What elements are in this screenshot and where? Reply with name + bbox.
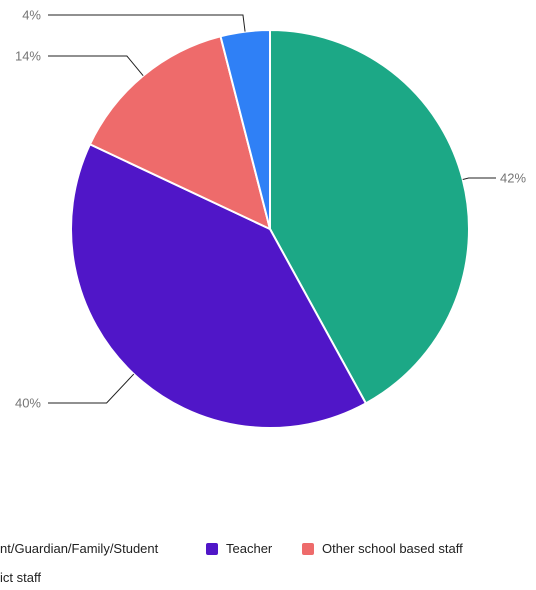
label-leader-lines bbox=[48, 14, 496, 404]
pie-slice-district-staff bbox=[219, 28, 271, 230]
legend-item-1[interactable]: Teacher bbox=[206, 541, 273, 556]
legend-label: Teacher bbox=[226, 541, 273, 556]
legend-item-3[interactable]: ict staff bbox=[0, 570, 41, 585]
percent-label-district-staff: 4% bbox=[22, 8, 41, 23]
legend: nt/Guardian/Family/Student Teacher Other s… bbox=[0, 541, 463, 585]
pie-slice-teacher bbox=[70, 142, 368, 429]
pie-slices bbox=[70, 28, 470, 429]
pie-slice-parent-guardian-family-student bbox=[269, 28, 470, 405]
leader-line-other-school-based-staff bbox=[48, 55, 144, 76]
leader-line-district-staff bbox=[48, 14, 246, 32]
legend-label: Other school based staff bbox=[322, 541, 463, 556]
percent-label-parent-guardian-family-student: 42% bbox=[500, 171, 526, 186]
legend-label: ict staff bbox=[0, 570, 41, 585]
percent-label-teacher: 40% bbox=[15, 396, 41, 411]
legend-item-0[interactable]: nt/Guardian/Family/Student bbox=[0, 541, 159, 556]
pie-slice-other-school-based-staff bbox=[88, 35, 272, 231]
leader-line-teacher bbox=[48, 373, 135, 404]
leader-line-parent-guardian-family-student bbox=[462, 177, 496, 180]
percent-labels: 42% 40% 14% 4% bbox=[15, 8, 526, 411]
legend-label: nt/Guardian/Family/Student bbox=[0, 541, 159, 556]
legend-swatch bbox=[302, 543, 314, 555]
legend-swatch bbox=[206, 543, 218, 555]
legend-item-2[interactable]: Other school based staff bbox=[302, 541, 463, 556]
percent-label-other-school-based-staff: 14% bbox=[15, 49, 41, 64]
